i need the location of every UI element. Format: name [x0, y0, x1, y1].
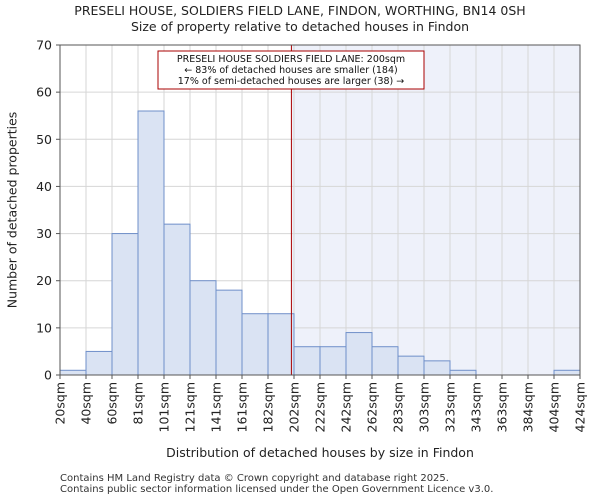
y-tick-label: 10	[36, 320, 52, 335]
bar-222sqm	[319, 346, 347, 376]
y-tick-label: 0	[44, 368, 52, 383]
bar-303sqm	[423, 360, 451, 376]
footer: Contains HM Land Registry data © Crown c…	[60, 473, 493, 495]
x-tick-label: 343sqm	[469, 382, 484, 432]
y-tick-label: 70	[36, 38, 52, 53]
bar-262sqm	[371, 346, 399, 376]
y-tick-label: 40	[36, 179, 52, 194]
y-tick-label: 60	[36, 85, 52, 100]
y-axis-title: Number of detached properties	[5, 112, 20, 309]
bar-121sqm	[189, 280, 217, 376]
footer-line-1: Contains HM Land Registry data © Crown c…	[60, 473, 449, 484]
bar-323sqm	[449, 369, 477, 376]
bar-404sqm	[553, 369, 581, 376]
x-tick-label: 222sqm	[313, 382, 328, 432]
x-tick-label: 141sqm	[209, 382, 224, 432]
x-tick-label: 323sqm	[443, 382, 458, 432]
x-tick-label: 262sqm	[365, 382, 380, 432]
annotation-box: PRESELI HOUSE SOLDIERS FIELD LANE: 200sq…	[157, 50, 425, 90]
x-tick-label: 121sqm	[183, 382, 198, 432]
y-tick-label: 30	[36, 226, 52, 241]
chart-title: PRESELI HOUSE, SOLDIERS FIELD LANE, FIND…	[74, 3, 526, 18]
bar-202sqm	[293, 346, 321, 376]
x-tick-label: 404sqm	[547, 382, 562, 432]
bar-141sqm	[215, 289, 243, 376]
x-tick-label: 424sqm	[573, 382, 588, 432]
x-tick-label: 283sqm	[391, 382, 406, 432]
y-tick-label: 50	[36, 132, 52, 147]
x-tick-label: 40sqm	[79, 382, 94, 425]
x-tick-label: 242sqm	[339, 382, 354, 432]
bar-20sqm	[59, 369, 87, 376]
x-tick-label: 202sqm	[287, 382, 302, 432]
x-tick-label: 182sqm	[261, 382, 276, 432]
bar-60sqm	[111, 233, 139, 376]
x-axis-ticks: 20sqm 40sqm 60sqm 81sqm 101sqm 121sqm 141sqm 16…	[53, 375, 588, 432]
x-tick-label: 303sqm	[417, 382, 432, 432]
x-tick-label: 60sqm	[105, 382, 120, 425]
bar-242sqm	[345, 332, 373, 376]
bar-283sqm	[397, 355, 425, 376]
y-tick-label: 20	[36, 273, 52, 288]
larger-region-highlight	[291, 45, 580, 375]
chart-subtitle: Size of property relative to detached ho…	[130, 19, 470, 34]
bar-101sqm	[163, 223, 191, 376]
chart-title-block: PRESELI HOUSE, SOLDIERS FIELD LANE, FIND…	[0, 3, 600, 35]
y-axis-ticks: 0 10 20 30 40 50 60 70	[36, 38, 60, 383]
x-tick-label: 101sqm	[157, 382, 172, 432]
annotation-frame	[157, 50, 425, 90]
bars	[59, 110, 581, 376]
bar-81sqm	[137, 110, 165, 376]
x-tick-label: 384sqm	[521, 382, 536, 432]
x-tick-label: 161sqm	[235, 382, 250, 432]
annotation-line-1: PRESELI HOUSE SOLDIERS FIELD LANE: 200sq…	[177, 54, 405, 65]
footer-line-2: Contains public sector information licen…	[60, 484, 494, 495]
annotation-line-3: 17% of semi-detached houses are larger (…	[178, 76, 405, 87]
bar-161sqm	[241, 313, 269, 376]
x-tick-label: 81sqm	[131, 382, 146, 425]
x-axis-title: Distribution of detached houses by size …	[166, 445, 474, 460]
x-tick-label: 20sqm	[53, 382, 68, 425]
bar-40sqm	[85, 350, 113, 376]
annotation-line-2: ← 83% of detached houses are smaller (18…	[184, 65, 397, 76]
x-tick-label: 363sqm	[495, 382, 510, 432]
bar-182sqm	[267, 313, 295, 376]
